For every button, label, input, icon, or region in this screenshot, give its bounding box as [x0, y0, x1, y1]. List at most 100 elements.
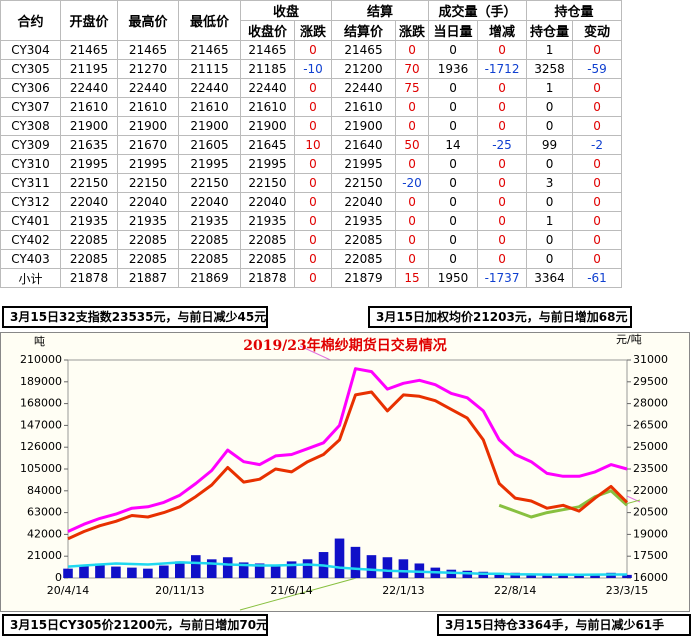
table-cell: 0 [394, 192, 430, 212]
table-cell: 21610 [240, 97, 295, 117]
table-cell: 21878 [240, 268, 295, 288]
table-cell: 22040 [117, 192, 179, 212]
y-tick-label: 210000 [20, 353, 62, 366]
series-line [67, 561, 627, 576]
table-cell: CY309 [0, 135, 61, 155]
table-cell: 22085 [178, 249, 241, 269]
table-cell: 0 [477, 173, 528, 193]
table-cell: 22150 [117, 173, 179, 193]
table-cell: 21610 [117, 97, 179, 117]
header-cell: 开盘价 [60, 0, 118, 41]
volume-bar [79, 565, 89, 578]
table-cell: 0 [572, 78, 623, 98]
table-row: CY401 21935 21935 21935 21935 0 21935 0 0 0 1 0 [0, 211, 623, 231]
volume-bar [63, 568, 73, 578]
y-tick-label: 84000 [27, 484, 62, 497]
table-cell: CY401 [0, 211, 61, 231]
table-cell: 0 [477, 154, 528, 174]
table-row: CY403 22085 22085 22085 22085 0 22085 0 0 0 0 0 [0, 249, 623, 269]
table-cell: 0 [572, 40, 623, 60]
note: 3月15日CY305价21200元，与前日增加70元 [2, 614, 268, 636]
table-cell: -10 [294, 59, 332, 79]
volume-bar [286, 561, 297, 578]
table-cell: 14 [428, 135, 479, 155]
volume-bar [398, 559, 409, 578]
table-cell: 0 [294, 154, 332, 174]
table-cell: 1 [526, 78, 574, 98]
volume-bar [382, 557, 393, 578]
table-cell: 1950 [428, 268, 479, 288]
table-cell: 21610 [178, 97, 241, 117]
table-cell: 21635 [60, 135, 118, 155]
table-cell: 21995 [240, 154, 295, 174]
volume-bar [366, 555, 377, 578]
table-cell: 22150 [331, 173, 396, 193]
x-tick-label: 23/3/15 [606, 584, 648, 597]
volume-bar [494, 572, 505, 578]
table-cell: 22440 [60, 78, 118, 98]
table-cell: 1 [526, 211, 574, 231]
y2-tick-label: 19000 [633, 527, 668, 540]
y-tick-label: 63000 [27, 506, 62, 519]
header-cell: 结算价 [331, 20, 396, 41]
table-cell: 21610 [331, 97, 396, 117]
table-cell: 22085 [117, 230, 179, 250]
table-cell: CY403 [0, 249, 61, 269]
table-cell: 21887 [117, 268, 179, 288]
table-cell: 0 [572, 192, 623, 212]
table-cell: 0 [428, 154, 479, 174]
table-cell: 0 [294, 40, 332, 60]
table-cell: 21995 [60, 154, 118, 174]
y2-tick-label: 25000 [633, 440, 668, 453]
table-cell: -59 [572, 59, 623, 79]
table-cell: CY310 [0, 154, 61, 174]
table-row: CY305 21195 21270 21115 21185 -10 21200 70 1936-… [0, 59, 623, 79]
y2-tick-label: 20500 [633, 506, 668, 519]
header-row: 收盘价 涨跌 结算价 涨跌 当日量 增减 持仓量 变动 [1, 20, 623, 41]
y2-tick-label: 22000 [633, 484, 668, 497]
table-cell: 0 [572, 97, 623, 117]
table-cell: 21465 [178, 40, 241, 60]
table-cell: CY306 [0, 78, 61, 98]
volume-bar [542, 573, 552, 578]
table-cell: 21465 [331, 40, 396, 60]
table-cell: 21869 [178, 268, 241, 288]
table-cell: 99 [526, 135, 574, 155]
table-cell: 0 [572, 249, 623, 269]
table-cell: -20 [394, 173, 430, 193]
header-cell: 当日量 [428, 20, 479, 41]
y2-tick-label: 17500 [633, 549, 668, 562]
y2-tick-label: 26500 [633, 418, 668, 431]
volume-bar [143, 568, 153, 578]
table-cell: 21878 [60, 268, 118, 288]
header-cell: 增减 [477, 20, 528, 41]
volume-bar [334, 538, 345, 578]
header-cell: 变动 [572, 20, 623, 41]
volume-bar [574, 574, 584, 578]
table-cell: -61 [572, 268, 623, 288]
table-cell: 0 [477, 249, 528, 269]
y2-tick-label: 28000 [633, 397, 668, 410]
table-cell: 22085 [331, 249, 396, 269]
table-cell: 21995 [178, 154, 241, 174]
header-cell: 最高价 [117, 0, 179, 41]
table-cell: 22085 [60, 230, 118, 250]
y-tick-label: 105000 [20, 462, 62, 475]
table-cell: 0 [294, 230, 332, 250]
table-cell: 22085 [240, 230, 295, 250]
table-cell: 21465 [60, 40, 118, 60]
table-cell: 0 [477, 192, 528, 212]
table-cell: 0 [294, 116, 332, 136]
table-cell: 21195 [60, 59, 118, 79]
table-cell: 21879 [331, 268, 396, 288]
table-cell: 0 [428, 97, 479, 117]
table-cell: -2 [572, 135, 623, 155]
note: 3月15日加权均价21203元，与前日增加68元 [368, 306, 632, 328]
table-cell: 21935 [240, 211, 295, 231]
volume-bar [302, 559, 313, 578]
table-cell: 21995 [117, 154, 179, 174]
table-cell: 50 [394, 135, 430, 155]
table-cell: -1712 [477, 59, 528, 79]
x-tick-label: 21/6/14 [270, 584, 312, 597]
